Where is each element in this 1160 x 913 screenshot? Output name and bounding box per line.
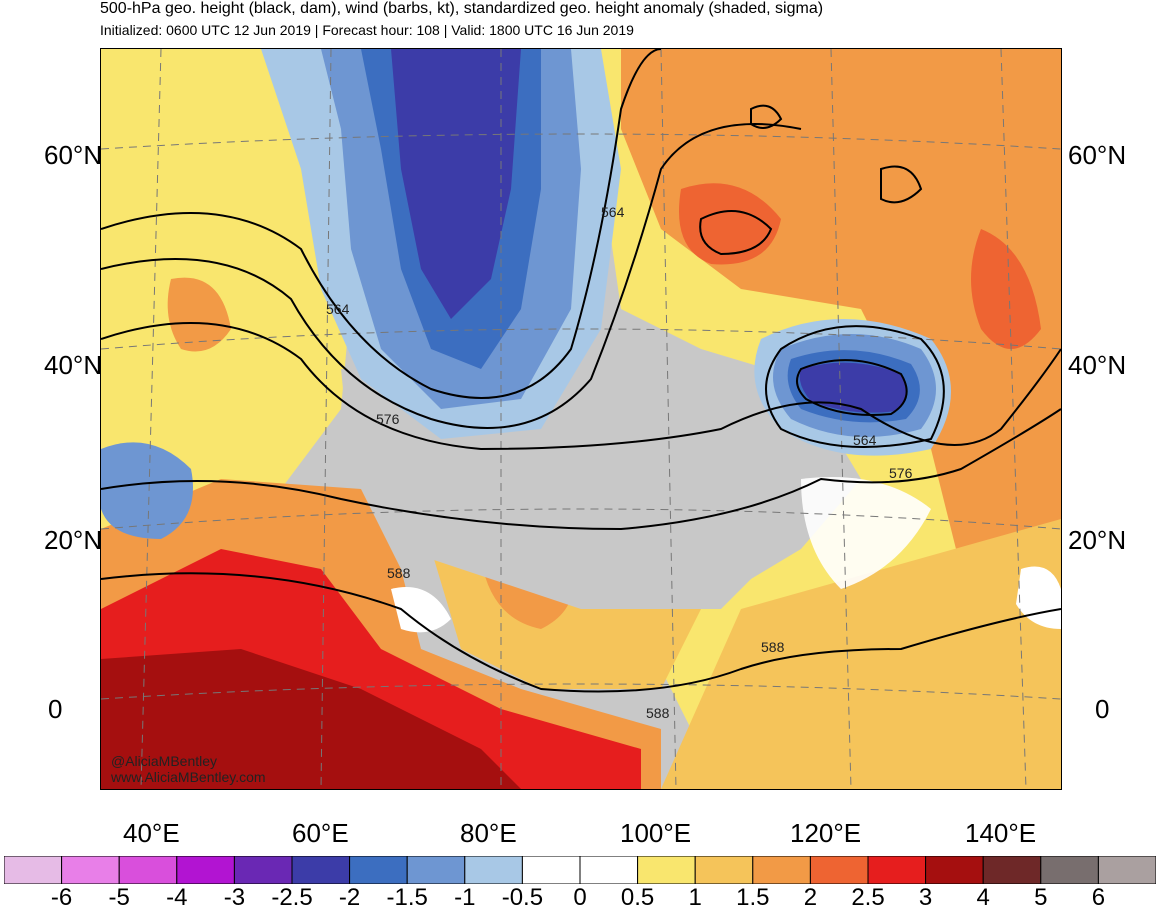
colorbar-swatch [982,856,1042,884]
anomaly-west-low [101,442,193,539]
colorbar-tick-label: 0 [573,884,587,911]
anomaly-neutral-arabia [391,587,451,633]
colorbar-tick-label: 5 [1034,884,1048,911]
anomaly-neutral-pacific [1016,566,1061,629]
colorbar-tick-label: -1.5 [386,884,428,911]
contour-label-564-b: 564 [601,204,625,220]
graticule [101,49,1061,789]
anomaly-neutral-east [801,477,931,589]
lat-label-right-0: 0 [1095,694,1110,724]
colorbar-swatch [61,856,120,884]
contour-label-564-c: 564 [853,432,877,448]
colorbar-tick-label: -6 [50,884,73,911]
lat-label-right-60n: 60°N [1068,140,1127,170]
contour-label-564-a: 564 [326,301,350,317]
lon-label-60e: 60°E [292,818,349,848]
contour-label-588-c: 588 [646,705,670,721]
colorbar-swatch [349,856,408,884]
colorbar-swatch [176,856,235,884]
colorbar-swatch [867,856,927,884]
credit-handle: @AliciaMBentley [111,753,218,769]
lon-label-40e: 40°E [123,818,180,848]
lat-label-left-40n: 40°N [44,350,103,380]
anomaly-pacific-orange [661,519,1061,789]
colorbar-swatch [464,856,523,884]
colorbar-tick-label: 6 [1091,884,1106,911]
lat-label-right-40n: 40°N [1068,350,1127,380]
anomaly-east-orange [621,49,1061,569]
colorbar-swatch [1040,856,1099,884]
colorbar-tick-label: -2.5 [271,884,313,911]
anomaly-cutoff-core [799,362,908,413]
height-contours [101,49,1061,693]
colorbar-swatch [752,856,811,884]
colorbar-swatch [694,856,754,884]
colorbar-swatch [579,856,639,884]
colorbar-swatch [406,856,466,884]
lat-label-left-0: 0 [48,694,63,724]
colorbar-swatch [809,856,869,884]
credit-url: www.AliciaMBentley.com [111,769,266,785]
colorbar-tick-label: 2.5 [851,884,885,911]
colorbar-tick-label: 0.5 [620,884,655,911]
anomaly-west-yellow [101,49,351,529]
lon-label-140e: 140°E [965,818,1037,848]
contour-label-576-a: 576 [376,411,400,427]
anomaly-sw-darkred [101,649,521,789]
weather-map[interactable]: @AliciaMBentley www.AliciaMBentley.com 5… [100,48,1062,790]
colorbar-swatch [637,856,696,884]
anomaly-japan-high [971,229,1041,349]
colorbar-tick-label: 3 [918,884,933,911]
contour-label-576-b: 576 [889,465,913,481]
colorbar-swatch [4,856,63,884]
colorbar-swatch [521,856,581,884]
colorbar-swatch [925,856,984,884]
colorbar-tick-label: 4 [976,884,990,911]
colorbar-tick-label: -2 [338,884,361,911]
colorbar [4,856,1156,884]
lat-label-right-20n: 20°N [1068,525,1127,555]
colorbar-tick-label: -1 [454,884,476,911]
colorbar-swatch [118,856,178,884]
anomaly-trough-core [391,49,521,319]
colorbar-tick-label: 1.5 [736,884,770,911]
colorbar-tick-label: 1 [688,884,702,911]
lat-label-left-20n: 20°N [44,525,103,555]
lon-label-100e: 100°E [620,818,692,848]
colorbar-swatch [291,856,351,884]
colorbar-swatch [1097,856,1156,884]
contour-label-588-a: 588 [387,565,411,581]
colorbar-tick-label: -4 [166,884,188,911]
anomaly-mongolia-high [679,183,781,265]
chart-subtitle: Initialized: 0600 UTC 12 Jun 2019 | Fore… [100,22,634,38]
colorbar-tick-label: -5 [108,884,130,911]
colorbar-tick-label: -0.5 [501,884,544,911]
map-svg [101,49,1061,789]
lon-label-120e: 120°E [790,818,862,848]
lon-label-80e: 80°E [460,818,517,848]
colorbar-tick-label: -3 [223,884,246,911]
contour-label-588-b: 588 [761,639,785,655]
colorbar-swatch [233,856,293,884]
lat-label-left-60n: 60°N [44,140,103,170]
anomaly-europe-core [167,277,231,352]
chart-title: 500-hPa geo. height (black, dam), wind (… [100,0,824,17]
colorbar-tick-label: 2 [803,884,818,911]
